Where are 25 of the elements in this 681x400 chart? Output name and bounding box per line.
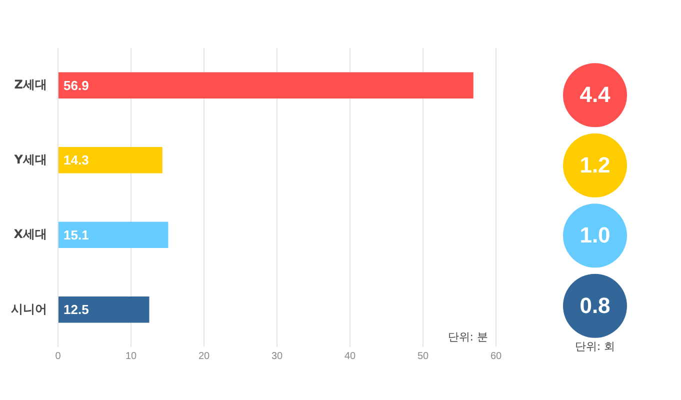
bar bbox=[58, 147, 162, 174]
x-tick-label: 0 bbox=[55, 350, 62, 362]
annotation: 단위: 분 bbox=[448, 330, 488, 344]
data-label: 4.4 bbox=[580, 82, 612, 108]
bar bbox=[58, 222, 168, 248]
x-tick-label: 40 bbox=[344, 350, 356, 362]
y-tick-label: X세대 bbox=[14, 227, 47, 241]
x-tick-label: 10 bbox=[125, 350, 137, 362]
y-tick-label: 시니어 bbox=[11, 302, 47, 316]
data-label: 12.5 bbox=[64, 302, 89, 318]
x-tick-label: 30 bbox=[271, 350, 283, 362]
x-tick-label: 20 bbox=[198, 350, 210, 362]
bar bbox=[58, 72, 474, 98]
text: 단위: 회 bbox=[574, 340, 616, 354]
y-tick-label: Z세대 bbox=[14, 78, 47, 92]
bar bbox=[58, 296, 150, 323]
data-label: 1.2 bbox=[580, 152, 610, 178]
x-tick-label: 50 bbox=[417, 350, 429, 362]
data-label: 0.8 bbox=[580, 292, 610, 318]
data-label: 15.1 bbox=[64, 227, 89, 242]
data-label: 14.3 bbox=[64, 152, 89, 168]
data-label: 1.0 bbox=[580, 222, 610, 248]
y-tick-label: Y세대 bbox=[13, 152, 47, 166]
x-tick-label: 60 bbox=[490, 350, 502, 362]
data-label: 56.9 bbox=[64, 78, 89, 93]
